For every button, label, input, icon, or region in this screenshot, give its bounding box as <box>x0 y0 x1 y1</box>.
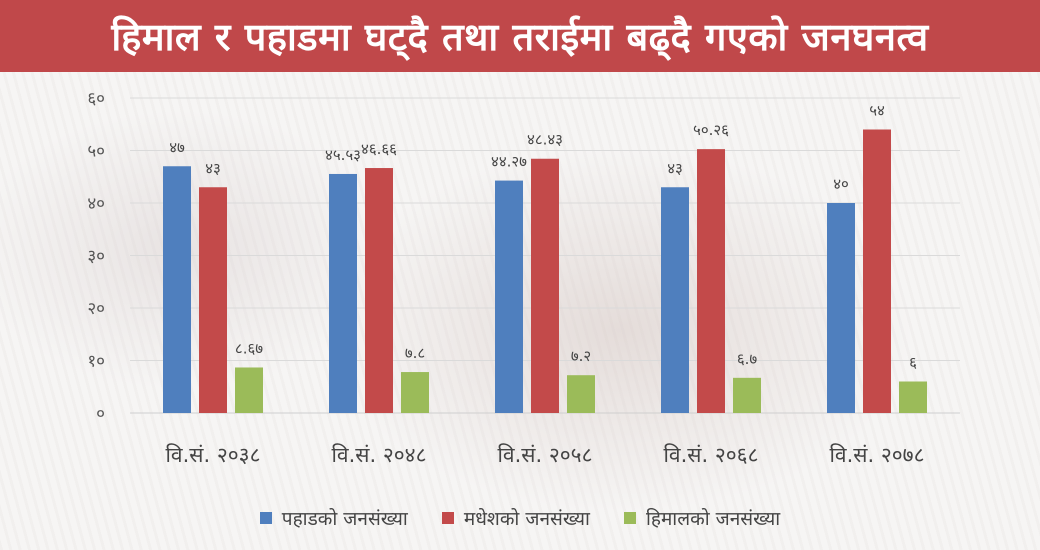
data-label: ४७ <box>169 138 185 156</box>
bar <box>567 375 595 413</box>
legend-item: हिमालको जनसंख्या <box>623 505 781 531</box>
bar <box>531 158 559 413</box>
legend-swatch <box>441 512 454 524</box>
legend-item: मधेशको जनसंख्या <box>441 505 590 531</box>
data-label: ४८.४३ <box>527 131 563 149</box>
legend-swatch <box>623 512 636 524</box>
data-label: ७.२ <box>571 347 591 365</box>
legend-swatch <box>259 512 272 524</box>
bar <box>365 168 393 413</box>
bar <box>733 377 761 413</box>
y-tick-label: ५० <box>87 142 105 162</box>
y-tick-label: २० <box>87 299 105 319</box>
x-tick-label: वि.सं. २०३८ <box>165 443 260 467</box>
bar-chart: ० १० २० ३० ४० ५० ६० ४७ ४३ ८.६७ वि.सं. २०३८ ४५.५३ ४६.… <box>87 89 960 467</box>
data-label: ४५.५३ <box>325 146 361 164</box>
legend-label: हिमालको जनसंख्या <box>645 508 781 530</box>
bar <box>163 166 191 413</box>
data-label: ५०.२६ <box>693 121 729 139</box>
data-label: ८.६७ <box>235 339 263 357</box>
bar <box>235 367 263 413</box>
bar <box>401 372 429 413</box>
bar <box>899 381 927 413</box>
data-label: ७.८ <box>405 344 425 362</box>
y-tick-label: १० <box>87 352 105 372</box>
data-label: ६.७ <box>737 350 758 368</box>
data-label: ५४ <box>869 102 885 120</box>
bar <box>199 187 227 413</box>
bar <box>329 173 357 413</box>
x-tick-label: वि.सं. २०५८ <box>497 443 592 467</box>
legend-label: पहाडको जनसंख्या <box>281 508 408 530</box>
bar <box>495 180 523 413</box>
bar <box>661 187 689 413</box>
data-label: ४४.२७ <box>491 153 527 171</box>
y-tick-label: ० <box>96 404 105 424</box>
legend-item: पहाडको जनसंख्या <box>259 505 408 531</box>
chart-title: हिमाल र पहाडमा घट्दै तथा तराईमा बढ्दै गए… <box>111 15 929 59</box>
data-label: ४३ <box>667 159 683 177</box>
y-tick-label: ४० <box>87 194 105 214</box>
title-banner: हिमाल र पहाडमा घट्दै तथा तराईमा बढ्दै गए… <box>0 0 1040 72</box>
data-label: ६ <box>909 354 917 372</box>
x-tick-label: वि.सं. २०६८ <box>663 443 758 467</box>
y-tick-label: ६० <box>87 89 105 109</box>
data-label: ४६.६६ <box>361 140 397 158</box>
bar <box>697 149 725 413</box>
chart-legend: पहाडको जनसंख्या मधेशको जनसंख्या हिमालको जन… <box>0 500 1040 536</box>
x-tick-label: वि.सं. २०७८ <box>829 443 924 467</box>
data-label: ४० <box>833 175 849 193</box>
data-label: ४३ <box>205 159 221 177</box>
y-tick-label: ३० <box>87 247 105 267</box>
bar <box>863 129 891 413</box>
bar <box>827 203 855 413</box>
legend-label: मधेशको जनसंख्या <box>463 508 590 530</box>
x-tick-label: वि.सं. २०४८ <box>331 443 426 467</box>
